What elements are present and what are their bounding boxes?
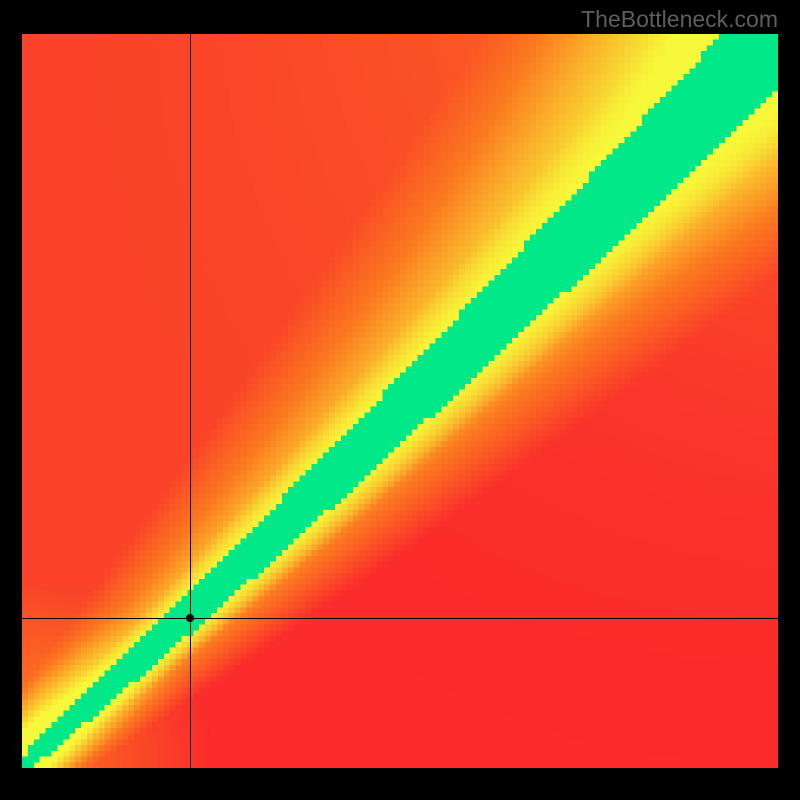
heatmap-plot: [22, 34, 778, 768]
crosshair-marker: [186, 614, 194, 622]
watermark-text: TheBottleneck.com: [581, 6, 778, 33]
heatmap-canvas: [22, 34, 778, 768]
crosshair-vertical: [190, 34, 191, 768]
chart-container: TheBottleneck.com: [0, 0, 800, 800]
crosshair-horizontal: [22, 618, 778, 619]
